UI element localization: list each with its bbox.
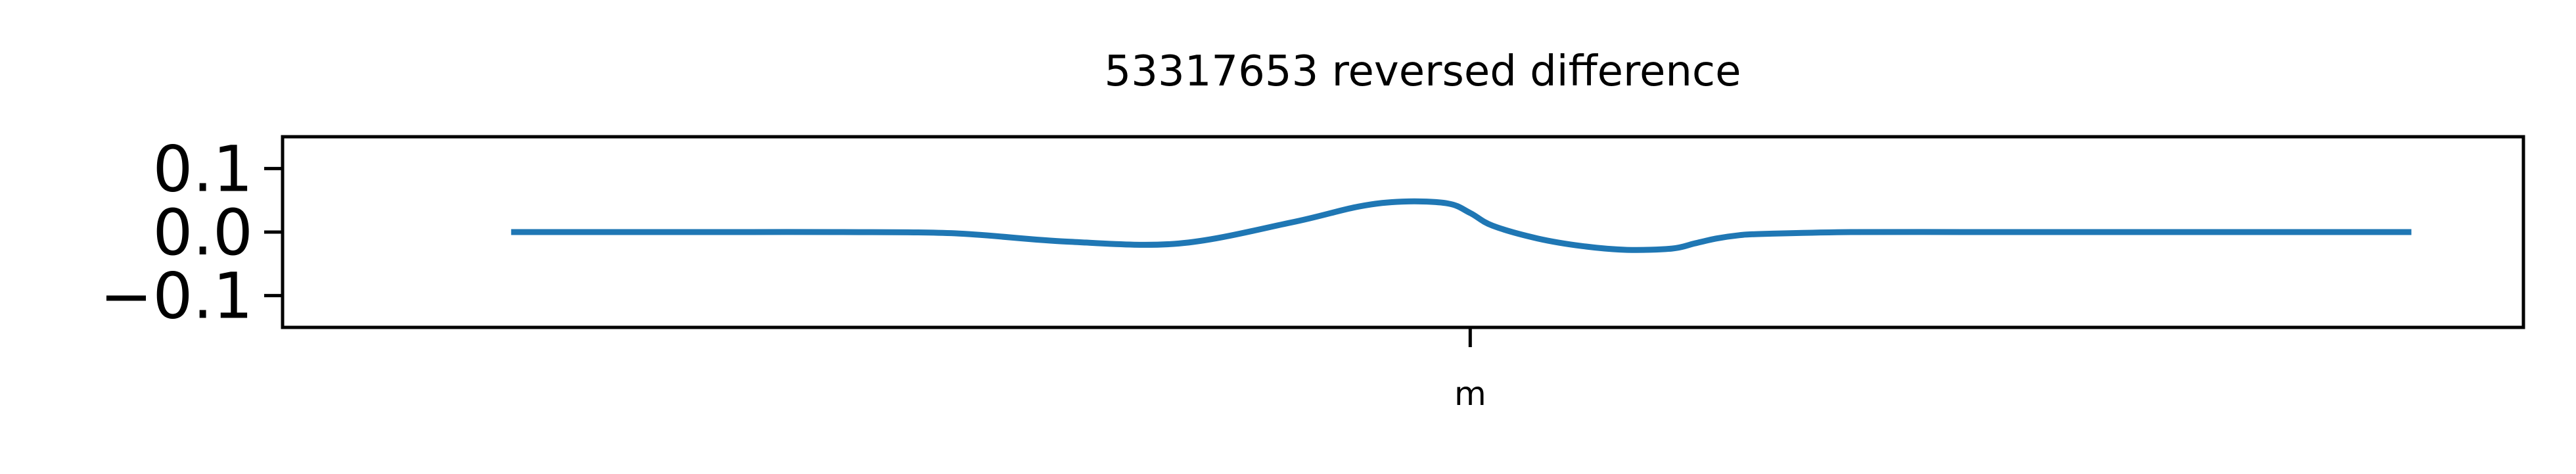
chart-title: 53317653 reversed difference <box>1105 47 1741 96</box>
y-tick-label: 0.1 <box>152 132 253 206</box>
series-line <box>511 198 2412 253</box>
plot-area <box>281 135 2525 329</box>
x-tick-label: m <box>1454 375 1486 413</box>
y-axis: 0.10.0−0.1 <box>100 132 283 333</box>
y-tick-label: 0.0 <box>152 196 253 270</box>
y-tick-label: −0.1 <box>100 260 253 333</box>
x-axis: m <box>1454 327 1486 413</box>
